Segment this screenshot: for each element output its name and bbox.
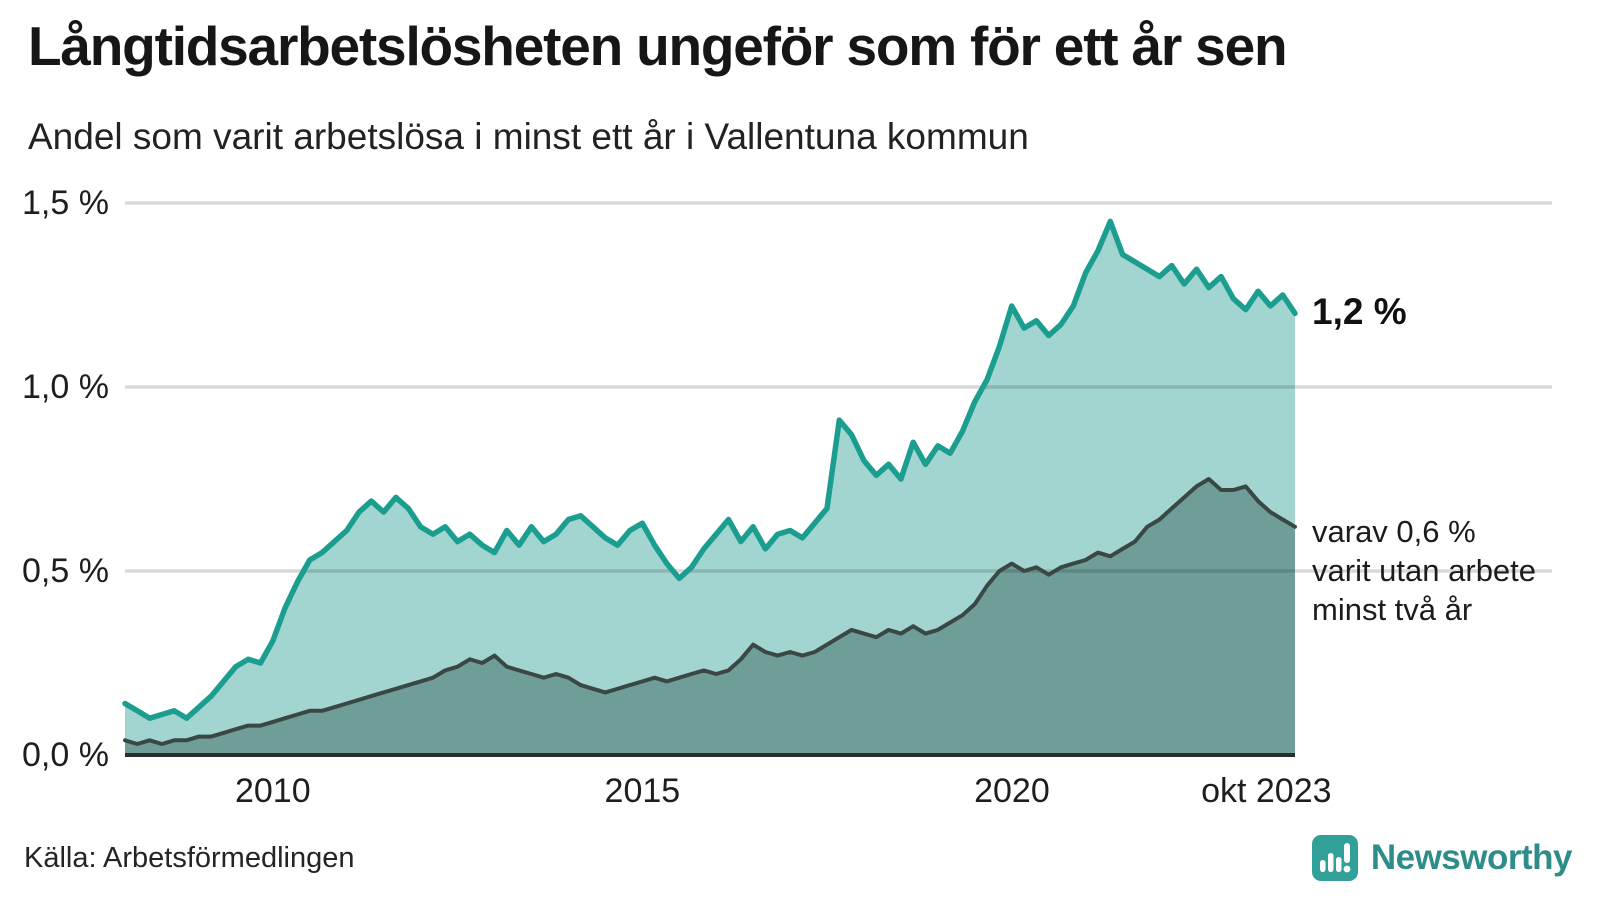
x-axis-tick-label: okt 2023	[1201, 772, 1332, 810]
subset-annotation-line: varit utan arbete	[1312, 553, 1537, 588]
newsworthy-icon	[1311, 835, 1358, 881]
subset-line	[123, 477, 1297, 746]
subset-annotation: varav 0,6 % varit utan arbete minst två …	[1312, 512, 1536, 629]
brand-logo: Newsworthy	[1311, 834, 1573, 882]
brand-name: Newsworthy	[1370, 838, 1573, 877]
end-value-label: 1,2 %	[1312, 291, 1407, 332]
y-axis-tick-label: 1,5 %	[22, 184, 109, 222]
x-axis-tick-label: 2015	[604, 772, 681, 810]
source-note: Källa: Arbetsförmedlingen	[24, 842, 355, 874]
total-line	[122, 218, 1298, 721]
y-axis-tick-label: 0,0 %	[22, 736, 109, 774]
subset-annotation-line: minst två år	[1312, 592, 1473, 627]
y-axis-tick-label: 0,5 %	[22, 552, 109, 590]
page-subtitle: Andel som varit arbetslösa i minst ett å…	[28, 116, 1029, 157]
subset-area	[125, 479, 1295, 755]
x-axis-tick-label: 2010	[234, 772, 311, 810]
y-axis-tick-label: 1,0 %	[22, 368, 109, 406]
x-axis-tick-label: 2020	[974, 772, 1050, 810]
page-title: Långtidsarbetslösheten ungeför som för e…	[28, 15, 1288, 77]
subset-annotation-line: varav 0,6 %	[1312, 514, 1476, 549]
